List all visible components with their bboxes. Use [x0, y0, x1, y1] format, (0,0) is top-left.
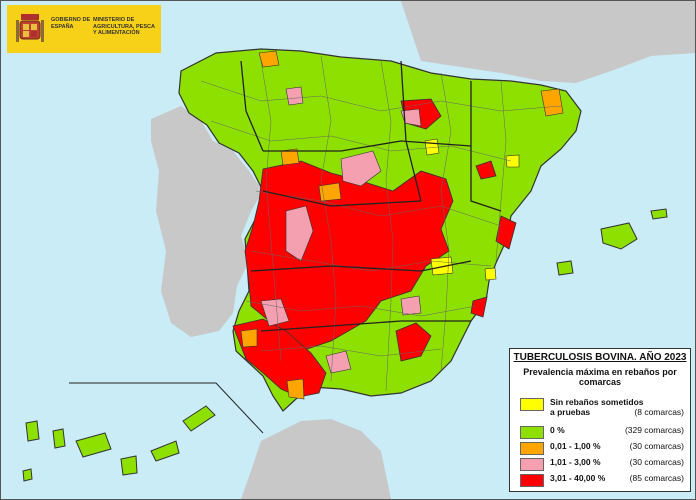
canary-divider	[69, 382, 264, 434]
canary-2	[52, 428, 66, 449]
zone-orange-6	[240, 328, 258, 348]
zone-pink-6	[285, 86, 304, 106]
zone-orange-5	[286, 378, 305, 400]
mallorca	[600, 222, 638, 250]
zone-orange-2	[318, 182, 342, 202]
zone-red-murcia	[470, 296, 488, 318]
canary-4	[120, 455, 138, 476]
menorca	[650, 208, 668, 220]
legend-label: 0,01 - 1,00 %	[550, 441, 601, 451]
zone-pink-5	[400, 108, 422, 127]
legend-count: (30 comarcas)	[629, 441, 684, 451]
legend-count: (8 comarcas)	[634, 407, 684, 417]
legend-swatch-orange	[520, 442, 544, 455]
zone-yellow-4	[484, 267, 497, 281]
canary-3	[75, 432, 112, 458]
ministry-label: MINISTERIO DE AGRICULTURA, PESCA Y ALIME…	[93, 17, 155, 36]
legend-item-low: 0,01 - 1,00 % (30 comarcas)	[520, 441, 686, 455]
comarca-lines	[200, 55, 562, 392]
legend-swatch-pink	[520, 458, 544, 471]
legend-label: 0 %	[550, 425, 565, 435]
legend-item-medium: 1,01 - 3,00 % (30 comarcas)	[520, 457, 686, 471]
portugal-land	[151, 106, 263, 337]
canary-1	[25, 420, 40, 442]
government-header: GOBIERNO DE ESPAÑA MINISTERIO DE AGRICUL…	[7, 5, 161, 53]
legend-swatch-yellow	[520, 398, 544, 411]
government-label: GOBIERNO DE ESPAÑA	[51, 17, 91, 30]
zone-red-ne	[475, 160, 497, 180]
zone-pink-3	[260, 298, 290, 327]
legend-label: 3,01 - 40,00 %	[550, 473, 606, 483]
legend-subtitle: Prevalencia máxima en rebaños por comarc…	[523, 367, 677, 387]
legend-item-no-herds: Sin rebaños sometidos a pruebas (8 comar…	[520, 397, 686, 421]
zone-yellow-2	[430, 256, 454, 276]
zone-yellow-3	[505, 154, 520, 168]
zone-pink-4	[325, 350, 352, 374]
zone-orange-4	[258, 50, 280, 68]
coat-of-arms-icon	[16, 14, 44, 42]
legend-swatch-green	[520, 426, 544, 439]
ibiza	[556, 260, 574, 276]
legend-item-zero: 0 % (329 comarcas)	[520, 425, 686, 439]
zone-red-east	[495, 215, 517, 250]
canary-7	[22, 468, 33, 482]
region-borders	[240, 60, 502, 332]
africa-land	[241, 419, 391, 499]
legend-count: (329 comarcas)	[624, 425, 684, 435]
zone-red-southeast	[395, 322, 432, 362]
legend-count: (85 comarcas)	[629, 473, 684, 483]
legend-swatch-red	[520, 474, 544, 487]
map-legend: TUBERCULOSIS BOVINA. AÑO 2023 Prevalenci…	[509, 348, 691, 492]
zone-orange-1	[540, 88, 564, 117]
zone-pink-2	[340, 150, 382, 187]
legend-label: 1,01 - 3,00 %	[550, 457, 601, 467]
zone-orange-3	[280, 148, 300, 166]
legend-count: (30 comarcas)	[629, 457, 684, 467]
canary-5	[150, 440, 180, 462]
canary-6	[182, 405, 216, 432]
zone-pink-1	[285, 205, 314, 262]
legend-title: TUBERCULOSIS BOVINA. AÑO 2023	[513, 352, 687, 363]
legend-label: Sin rebaños sometidos a pruebas	[550, 397, 644, 417]
legend-item-high: 3,01 - 40,00 % (85 comarcas)	[520, 473, 686, 487]
france-land	[401, 1, 695, 83]
zone-pink-7	[400, 295, 422, 316]
